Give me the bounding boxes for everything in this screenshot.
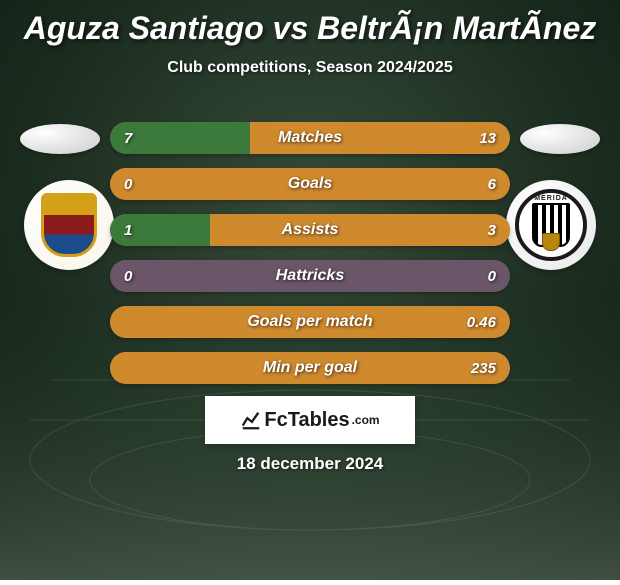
shield-icon bbox=[41, 193, 97, 257]
stat-row: Matches713 bbox=[110, 122, 510, 154]
stat-row: Goals per match0.46 bbox=[110, 306, 510, 338]
brand-name: FcTables bbox=[264, 409, 349, 432]
stat-fill-right bbox=[210, 214, 510, 246]
date-label: 18 december 2024 bbox=[0, 454, 620, 474]
stat-fill-right bbox=[110, 306, 510, 338]
club-crest-text: MERIDA bbox=[519, 195, 583, 202]
player-avatar-left bbox=[20, 124, 100, 154]
stat-fill-left bbox=[110, 122, 250, 154]
stat-track bbox=[110, 260, 510, 292]
page-title: Aguza Santiago vs BeltrÃ¡n MartÃ­nez bbox=[0, 0, 620, 47]
stat-fill-right bbox=[110, 168, 510, 200]
stat-fill-right bbox=[250, 122, 510, 154]
stat-row: Min per goal235 bbox=[110, 352, 510, 384]
shield-icon: MERIDA bbox=[515, 189, 587, 261]
stat-fill-left bbox=[110, 214, 210, 246]
brand-badge[interactable]: FcTables.com bbox=[205, 396, 415, 444]
player-avatar-right bbox=[520, 124, 600, 154]
stat-row: Assists13 bbox=[110, 214, 510, 246]
club-logo-right: MERIDA bbox=[506, 180, 596, 270]
stats-chart: Matches713 Goals06 Assists13 Hattricks00 Goa… bbox=[110, 122, 510, 398]
stat-row: Hattricks00 bbox=[110, 260, 510, 292]
club-logo-left bbox=[24, 180, 114, 270]
stat-fill-right bbox=[110, 352, 510, 384]
subtitle: Club competitions, Season 2024/2025 bbox=[0, 59, 620, 77]
brand-logo: FcTables.com bbox=[240, 409, 379, 432]
chart-icon bbox=[240, 409, 262, 431]
stat-row: Goals06 bbox=[110, 168, 510, 200]
brand-suffix: .com bbox=[352, 413, 380, 427]
